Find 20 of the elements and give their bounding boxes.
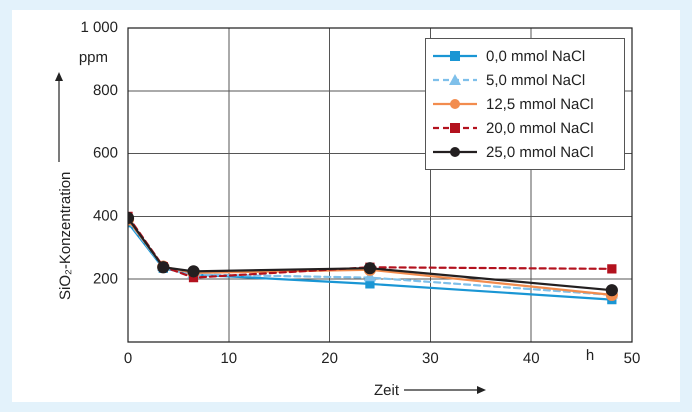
y-tick-label: 400 — [92, 208, 118, 225]
y-tick-label: 200 — [92, 270, 118, 288]
y-tick-label: 800 — [92, 82, 118, 99]
legend-label: 0,0 mmol NaCl — [486, 48, 586, 64]
legend-label: 25,0 mmol NaCl — [486, 144, 594, 160]
y-tick-label: 600 — [92, 144, 118, 162]
legend-label: 5,0 mmol NaCl — [486, 72, 586, 88]
y-tick-label: 1 000 — [80, 19, 118, 36]
text: ppm — [78, 49, 108, 66]
x-axis-title: Zeit — [374, 382, 400, 400]
x-tick-label: 30 — [422, 350, 439, 368]
x-tick-label: 20 — [321, 350, 338, 368]
text: h — [586, 347, 594, 364]
x-tick-label: 40 — [522, 350, 540, 368]
x-tick-label: 10 — [220, 350, 238, 368]
legend-label: 12,5 mmol NaCl — [486, 96, 594, 112]
y-axis-title: SiO₂-Konzentration — [57, 172, 74, 300]
legend-label: 20,0 mmol NaCl — [486, 120, 594, 136]
x-tick-label: 0 — [124, 350, 132, 368]
x-tick-label: 50 — [624, 350, 640, 368]
